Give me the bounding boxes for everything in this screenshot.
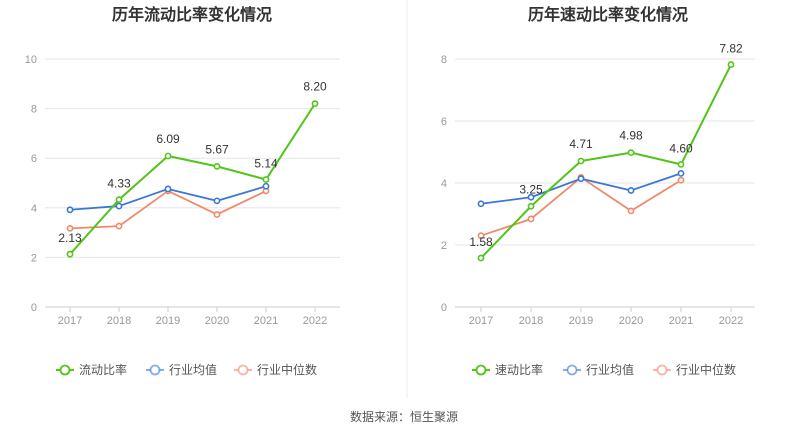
x-tick-label: 2017 <box>58 315 82 327</box>
y-tick-label: 4 <box>441 178 447 190</box>
legend-marker-icon <box>149 364 161 376</box>
data-point-avg <box>262 182 270 190</box>
series-line-primary <box>480 64 732 259</box>
data-point-median <box>115 222 123 230</box>
legend-marker-icon <box>59 364 71 376</box>
data-label: 4.98 <box>619 129 643 143</box>
x-tick-label: 2019 <box>156 315 180 327</box>
data-label: 4.71 <box>569 137 593 151</box>
data-point-primary <box>577 157 585 165</box>
legend-marker-icon <box>475 364 487 376</box>
data-point-avg <box>577 175 585 183</box>
y-tick-label: 6 <box>441 116 447 128</box>
y-tick-label: 10 <box>25 54 37 66</box>
x-tick-label: 2022 <box>719 315 743 327</box>
legend-item-median[interactable]: 行业中位数 <box>234 362 317 377</box>
x-tick-label: 2018 <box>519 315 543 327</box>
data-point-median <box>66 224 74 232</box>
y-tick-label: 8 <box>441 54 447 66</box>
legend-marker-icon <box>656 364 668 376</box>
data-point-primary <box>262 176 270 183</box>
legend-item-primary[interactable]: 流动比率 <box>56 362 127 377</box>
data-point-primary <box>477 254 485 262</box>
legend-label: 流动比率 <box>79 362 127 377</box>
data-point-primary <box>164 152 172 160</box>
data-point-primary <box>66 250 74 258</box>
x-tick-label: 2020 <box>205 315 229 327</box>
legend-item-avg[interactable]: 行业均值 <box>146 362 217 377</box>
data-point-avg <box>477 200 485 208</box>
x-tick-label: 2018 <box>107 315 131 327</box>
current-ratio-chart: 历年流动比率变化情况 0 2 4 6 8 10 2017 2018 2019 2020 2021 202… <box>25 5 340 377</box>
data-point-avg <box>627 187 635 194</box>
data-label: 6.09 <box>156 132 180 146</box>
data-point-primary <box>627 149 635 157</box>
data-point-primary <box>213 162 221 170</box>
data-point-avg <box>677 169 685 177</box>
legend-label: 速动比率 <box>495 362 543 377</box>
data-label: 2.13 <box>58 231 82 245</box>
data-point-median <box>213 211 221 218</box>
legend-item-median[interactable]: 行业中位数 <box>653 362 736 377</box>
y-tick-label: 6 <box>31 153 37 165</box>
x-tick-label: 2022 <box>303 315 327 327</box>
data-label: 5.67 <box>205 142 229 156</box>
legend-label: 行业均值 <box>169 362 217 377</box>
data-point-avg <box>527 193 535 201</box>
y-tick-label: 4 <box>31 203 37 215</box>
data-point-primary <box>677 160 685 168</box>
data-point-median <box>677 176 685 184</box>
legend-item-avg[interactable]: 行业均值 <box>563 362 634 377</box>
y-tick-label: 8 <box>31 104 37 116</box>
data-point-avg <box>115 202 123 210</box>
data-point-primary <box>311 100 319 108</box>
legend-item-primary[interactable]: 速动比率 <box>472 362 543 377</box>
data-point-avg <box>66 206 74 214</box>
data-label: 3.25 <box>519 182 543 196</box>
data-point-avg <box>164 185 172 193</box>
data-label: 4.33 <box>107 177 131 191</box>
data-label: 4.60 <box>669 141 693 155</box>
legend-label: 行业中位数 <box>676 362 736 377</box>
y-tick-label: 2 <box>441 240 447 252</box>
y-tick-label: 0 <box>31 302 37 314</box>
legend-label: 行业中位数 <box>257 362 317 377</box>
data-source-label: 数据来源：恒生聚源 <box>350 409 458 424</box>
x-tick-label: 2017 <box>469 315 493 327</box>
data-point-primary <box>727 61 735 68</box>
x-tick-label: 2020 <box>619 315 643 327</box>
data-point-avg <box>213 197 221 205</box>
data-label: 1.58 <box>469 235 493 249</box>
series-line-primary <box>69 103 316 255</box>
y-tick-label: 0 <box>441 302 447 314</box>
data-point-median <box>627 207 635 215</box>
x-tick-label: 2021 <box>669 315 693 327</box>
x-tick-label: 2021 <box>254 315 278 327</box>
x-tick-label: 2019 <box>569 315 593 327</box>
data-point-median <box>527 215 535 223</box>
data-point-primary <box>115 196 123 204</box>
data-label: 7.82 <box>719 42 743 56</box>
legend-marker-icon <box>566 364 578 376</box>
data-label: 8.20 <box>303 80 327 94</box>
chart-title: 历年流动比率变化情况 <box>112 5 272 24</box>
chart-title: 历年速动比率变化情况 <box>528 5 688 24</box>
data-point-median <box>477 232 485 240</box>
legend-marker-icon <box>237 364 249 376</box>
data-label: 5.14 <box>254 157 278 171</box>
legend-label: 行业均值 <box>586 362 634 377</box>
data-point-primary <box>527 202 535 210</box>
y-tick-label: 2 <box>31 252 37 264</box>
quick-ratio-chart: 历年速动比率变化情况 0 2 4 6 8 2017 2018 2019 2020 2021 2022 1… <box>441 5 755 377</box>
